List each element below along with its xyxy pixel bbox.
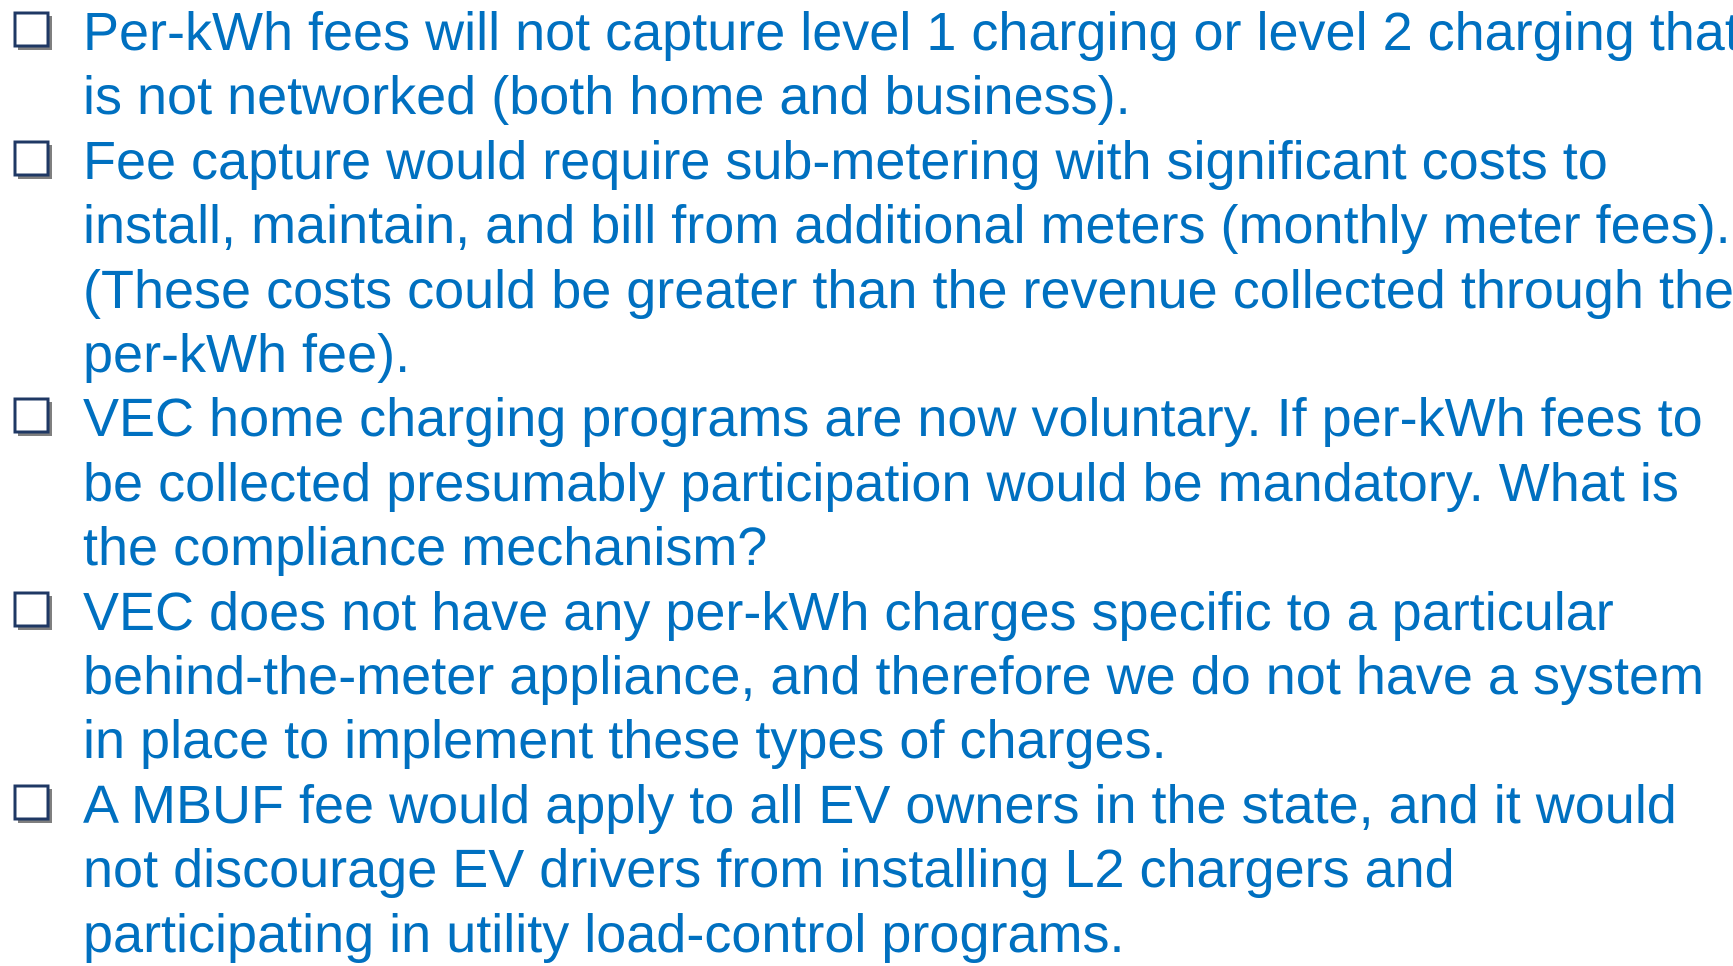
checkbox-bullet (13, 11, 52, 50)
bullet-box (13, 591, 50, 628)
bullet-text-line: install, maintain, and bill from additio… (83, 195, 1731, 256)
bullet-box (13, 11, 50, 48)
bullet-text-line: be collected presumably participation wo… (83, 452, 1679, 513)
bullet-text-line: (These costs could be greater than the r… (83, 259, 1733, 320)
bullet-text-line: behind-the-meter appliance, and therefor… (83, 646, 1704, 706)
checkbox-bullet (13, 784, 52, 823)
checkbox-bullet (13, 591, 52, 630)
bullet-text-line: is not networked (both home and business… (83, 66, 1131, 127)
bullet-box (13, 397, 50, 434)
bullet-text-line: Fee capture would require sub-metering w… (83, 130, 1608, 191)
bullet-text-line: Per-kWh fees will not capture level 1 ch… (83, 2, 1733, 62)
bullet-text-line: per-kWh fee). (83, 324, 411, 384)
bullet-text-line: VEC home charging programs are now volun… (83, 388, 1703, 449)
checkbox-bullet (13, 397, 52, 437)
bullet-text-line: in place to implement these types of cha… (83, 710, 1167, 771)
bullet-box (13, 140, 50, 177)
bullet-text-line: the compliance mechanism? (83, 517, 768, 578)
bullet-box (13, 784, 50, 821)
bullet-text-line: A MBUF fee would apply to all EV owners … (83, 774, 1677, 835)
checkbox-bullet (13, 140, 52, 179)
bullet-text-line: participating in utility load-control pr… (83, 903, 1125, 964)
bullet-text-line: VEC does not have any per-kWh charges sp… (83, 581, 1614, 642)
bullet-text-line: not discourage EV drivers from installin… (83, 839, 1455, 900)
